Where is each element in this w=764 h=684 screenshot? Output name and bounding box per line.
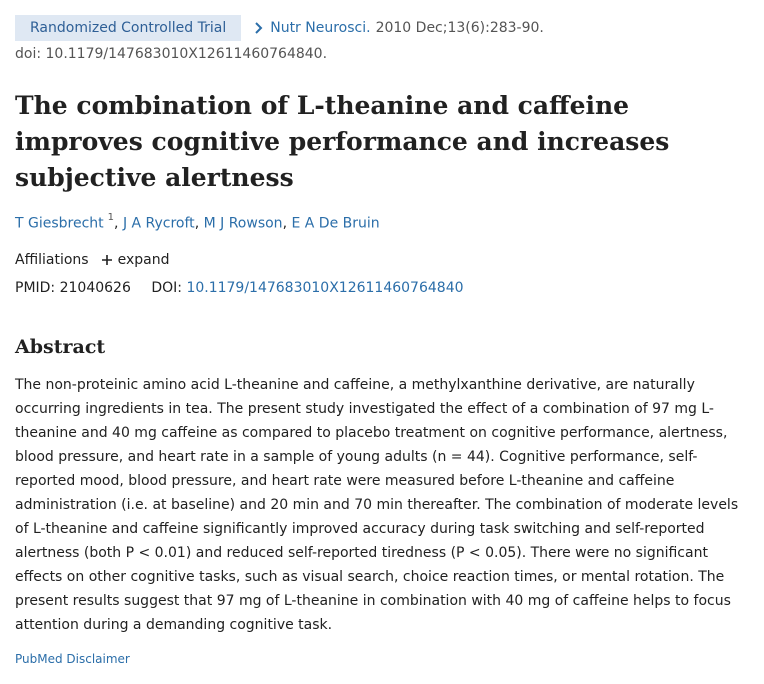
pmid-value: 21040626 [59,280,131,296]
pubmed-disclaimer-link[interactable]: PubMed Disclaimer [15,652,130,666]
affiliations-label: Affiliations [15,252,89,268]
doi-citation-line: doi: 10.1179/147683010X12611460764840. [15,46,328,62]
author-link[interactable]: T Giesbrecht [15,215,104,232]
author-link[interactable]: E A De Bruin [291,215,380,232]
author-separator: , [282,215,288,232]
author-link[interactable]: J A Rycroft [122,215,195,232]
author-separator: , [194,215,200,232]
author-separator: , [114,215,119,232]
expand-affiliations-button[interactable]: expand [117,252,170,268]
article-type-badge[interactable]: Randomized Controlled Trial [15,15,242,41]
author-link[interactable]: M J Rowson [203,215,283,232]
citation-details: 2010 Dec;13(6):283-90. [375,20,544,36]
affiliation-marker[interactable]: 1 [107,212,115,223]
article-header-line: Randomized Controlled Trial Nutr Neurosc… [15,15,544,41]
abstract-text: The non-proteinic amino acid L-theanine … [15,377,739,633]
affiliations-row: Affiliations expand [15,252,169,268]
abstract-heading: Abstract [15,336,106,358]
doi-label: DOI: [151,280,182,296]
plus-icon[interactable] [101,254,113,266]
chevron-right-icon[interactable] [254,21,264,35]
author-list: T Giesbrecht 1, J A Rycroft, M J Rowson, … [15,212,380,232]
doi-link[interactable]: 10.1179/147683010X12611460764840 [186,280,464,296]
journal-link[interactable]: Nutr Neurosci. [270,20,371,36]
pmid-label: PMID: [15,280,56,296]
identifiers-row: PMID: 21040626 DOI: 10.1179/147683010X12… [15,280,464,296]
article-title: The combination of L-theanine and caffei… [15,91,670,192]
